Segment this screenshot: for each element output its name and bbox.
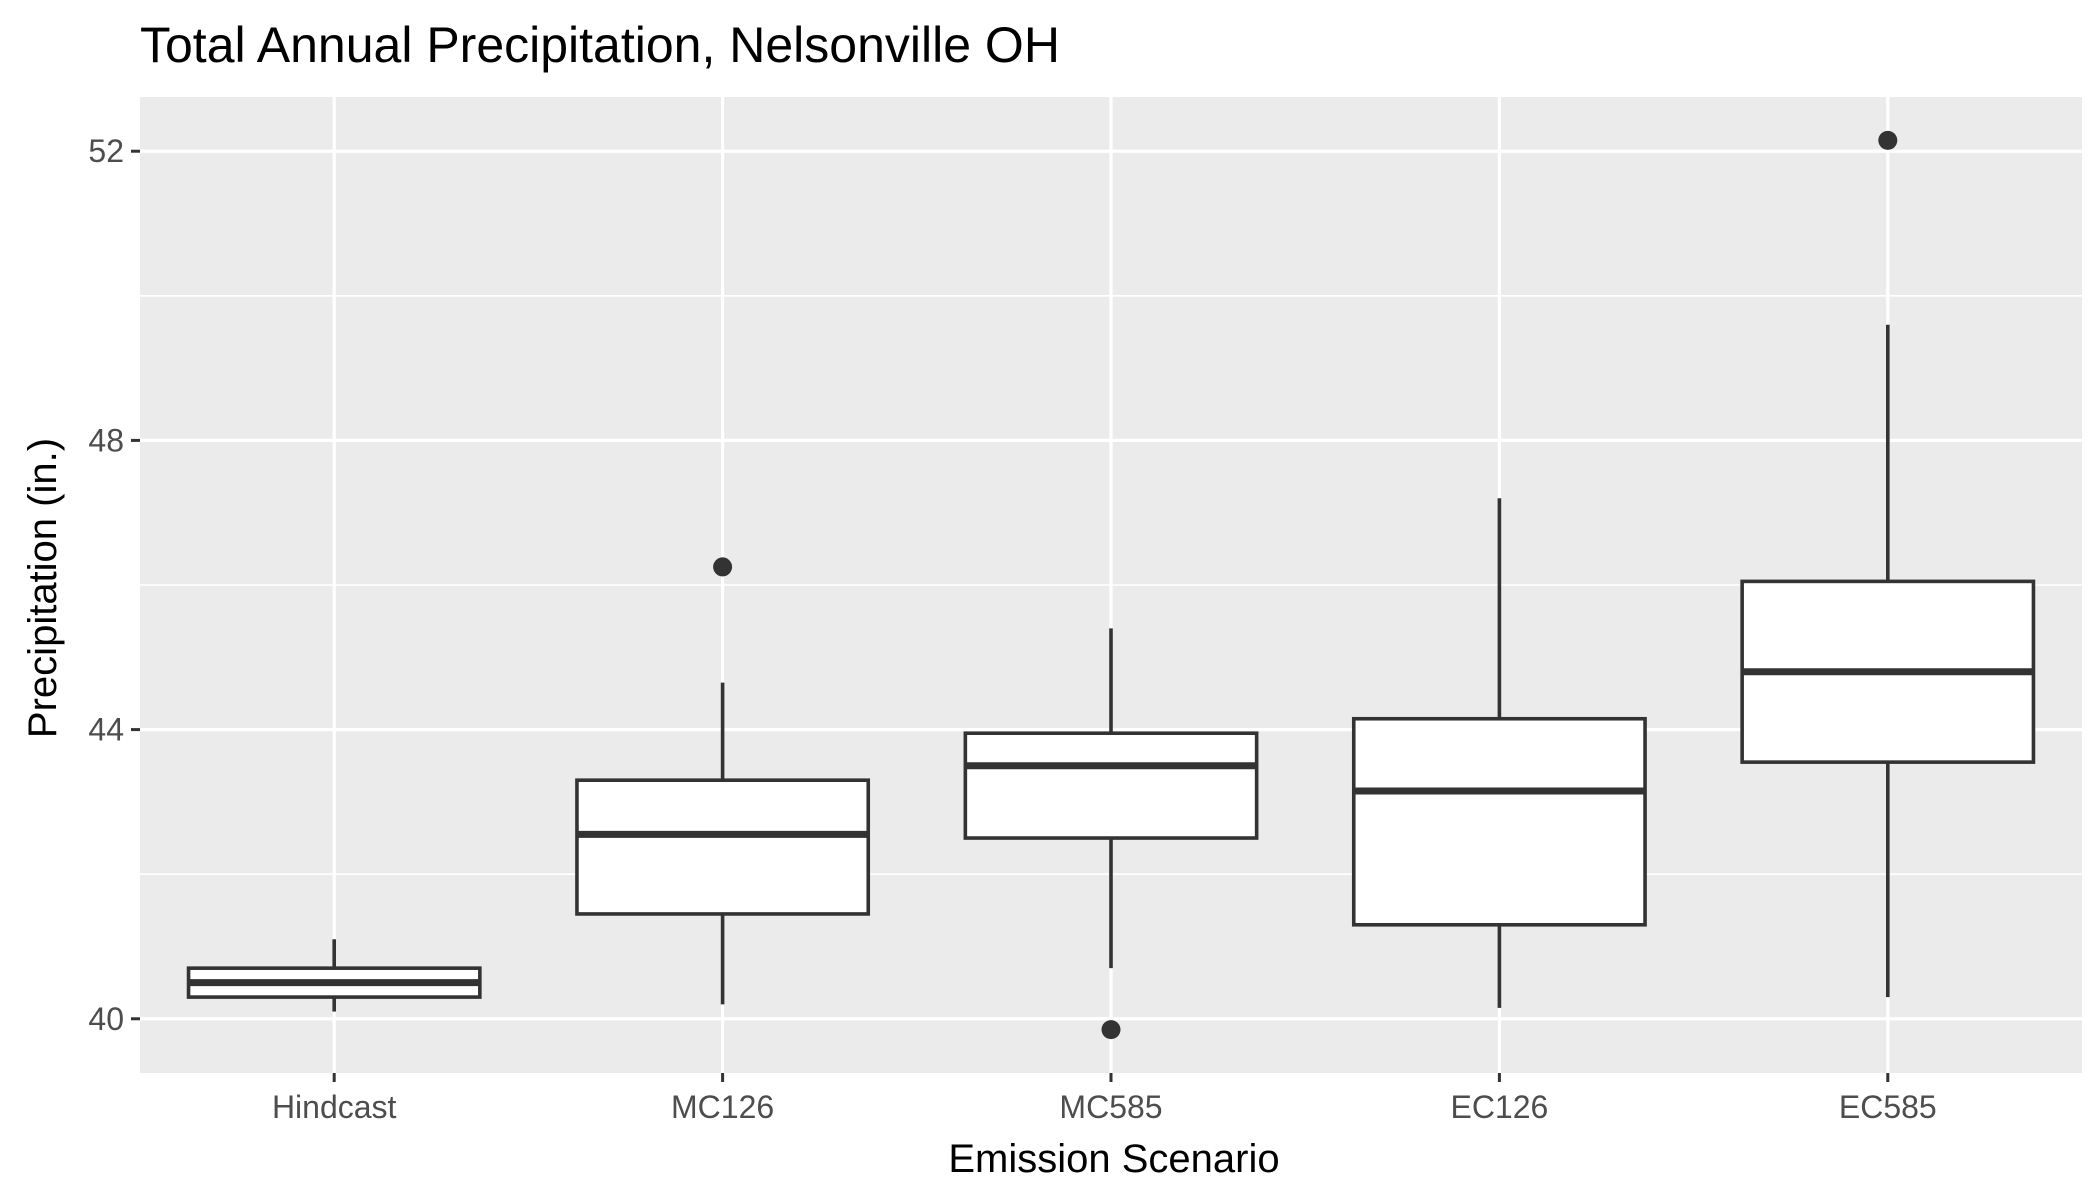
outlier-point (713, 557, 733, 577)
y-tick-label: 44 (88, 712, 124, 748)
y-tick-label: 40 (88, 1001, 124, 1037)
box-group (575, 557, 871, 1005)
y-tick-label: 48 (88, 422, 124, 458)
x-tick-label: MC585 (1059, 1089, 1162, 1125)
box (1351, 716, 1647, 927)
box-group (1740, 130, 2036, 998)
y-axis-title: Precipitation (in.) (21, 438, 65, 738)
outlier-point (1101, 1020, 1121, 1040)
x-axis-title: Emission Scenario (948, 1137, 1279, 1181)
box-series (186, 130, 2036, 1040)
x-axis: Hindcast MC126 MC585 EC126 EC585 (272, 1073, 1937, 1125)
x-tick-label: MC126 (671, 1089, 774, 1125)
x-tick-label: Hindcast (272, 1089, 397, 1125)
y-tick-label: 52 (88, 133, 124, 169)
x-tick-label: EC585 (1839, 1089, 1937, 1125)
box-group (1351, 498, 1647, 1008)
chart-title: Total Annual Precipitation, Nelsonville … (140, 17, 1060, 73)
y-axis: 40 44 48 52 (88, 133, 140, 1037)
x-tick-label: EC126 (1450, 1089, 1548, 1125)
outlier-point (1878, 130, 1898, 150)
box-group (186, 939, 482, 1012)
box-group (963, 628, 1259, 1040)
box (963, 731, 1259, 840)
box (575, 778, 871, 916)
